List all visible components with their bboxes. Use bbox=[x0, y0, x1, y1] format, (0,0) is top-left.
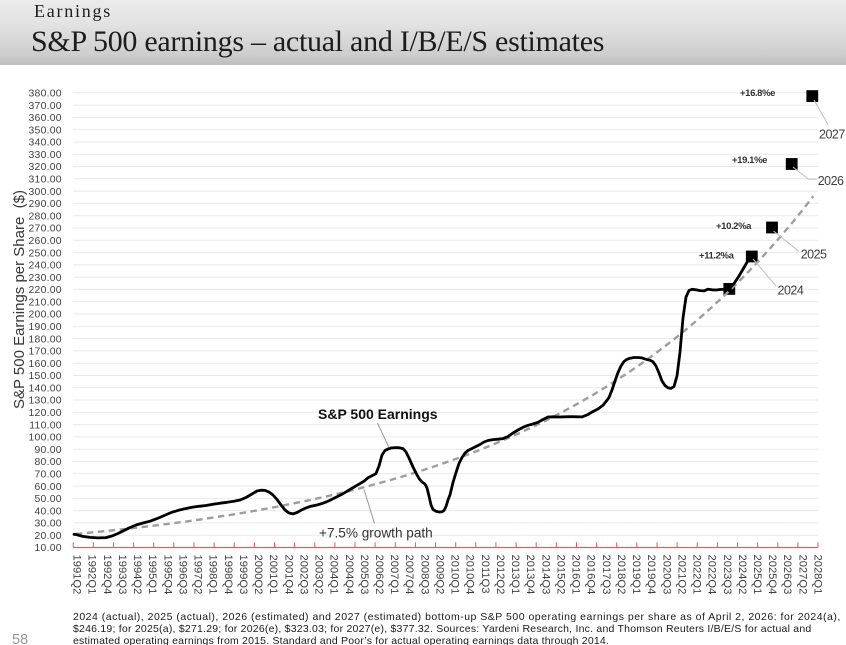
svg-text:1999Q3: 1999Q3 bbox=[237, 555, 249, 595]
svg-text:110.00: 110.00 bbox=[29, 420, 62, 431]
svg-text:50.00: 50.00 bbox=[35, 494, 62, 505]
svg-text:2015Q2: 2015Q2 bbox=[554, 555, 566, 595]
svg-text:330.00: 330.00 bbox=[29, 150, 62, 161]
svg-text:2019Q4: 2019Q4 bbox=[645, 555, 657, 595]
svg-text:300.00: 300.00 bbox=[29, 187, 62, 198]
svg-text:2011Q3: 2011Q3 bbox=[479, 555, 491, 594]
svg-text:200.00: 200.00 bbox=[29, 310, 62, 321]
svg-text:2012Q2: 2012Q2 bbox=[494, 555, 506, 595]
svg-text:2016Q4: 2016Q4 bbox=[585, 555, 597, 595]
svg-text:S&P 500 Earnings: S&P 500 Earnings bbox=[318, 406, 438, 422]
svg-text:2023Q3: 2023Q3 bbox=[721, 555, 733, 595]
svg-text:+11.2%a: +11.2%a bbox=[699, 251, 735, 262]
svg-text:370.00: 370.00 bbox=[29, 101, 62, 112]
svg-text:2026Q3: 2026Q3 bbox=[781, 555, 793, 595]
svg-text:1996Q3: 1996Q3 bbox=[176, 555, 188, 595]
svg-text:70.00: 70.00 bbox=[35, 470, 62, 481]
svg-text:2019Q1: 2019Q1 bbox=[630, 555, 642, 595]
svg-text:1994Q2: 1994Q2 bbox=[131, 555, 143, 595]
svg-text:2004Q1: 2004Q1 bbox=[328, 555, 340, 595]
svg-text:2002Q3: 2002Q3 bbox=[297, 555, 309, 595]
svg-text:30.00: 30.00 bbox=[35, 519, 62, 530]
svg-text:1995Q1: 1995Q1 bbox=[146, 555, 158, 595]
svg-text:310.00: 310.00 bbox=[29, 175, 62, 186]
svg-text:60.00: 60.00 bbox=[35, 482, 62, 493]
svg-text:190.00: 190.00 bbox=[29, 322, 62, 333]
svg-text:210.00: 210.00 bbox=[29, 297, 62, 308]
svg-text:S&P 500 Earnings per Share ($: S&P 500 Earnings per Share ($) bbox=[11, 190, 28, 409]
svg-text:1998Q1: 1998Q1 bbox=[207, 555, 219, 595]
svg-text:2020Q3: 2020Q3 bbox=[660, 555, 672, 595]
svg-text:2024: 2024 bbox=[778, 284, 804, 298]
svg-text:320.00: 320.00 bbox=[29, 162, 62, 173]
svg-text:130.00: 130.00 bbox=[29, 396, 62, 407]
svg-text:2008Q3: 2008Q3 bbox=[418, 555, 430, 595]
svg-text:1997Q2: 1997Q2 bbox=[192, 555, 204, 595]
svg-text:2028Q1: 2028Q1 bbox=[812, 555, 824, 595]
svg-text:2027: 2027 bbox=[819, 128, 845, 142]
svg-text:2003Q2: 2003Q2 bbox=[313, 555, 325, 595]
svg-text:2013Q4: 2013Q4 bbox=[524, 555, 536, 595]
svg-text:2014Q3: 2014Q3 bbox=[539, 555, 551, 595]
svg-text:20.00: 20.00 bbox=[35, 531, 62, 542]
svg-text:+19.1%e: +19.1%e bbox=[732, 155, 767, 166]
svg-text:120.00: 120.00 bbox=[29, 408, 62, 419]
svg-text:290.00: 290.00 bbox=[29, 199, 62, 210]
svg-text:+7.5% growth path: +7.5% growth path bbox=[319, 526, 433, 541]
svg-text:1991Q2: 1991Q2 bbox=[71, 555, 83, 595]
svg-text:2001Q1: 2001Q1 bbox=[267, 555, 279, 595]
svg-text:2006Q2: 2006Q2 bbox=[373, 555, 385, 595]
svg-text:2009Q2: 2009Q2 bbox=[434, 555, 446, 595]
svg-text:+16.8%e: +16.8%e bbox=[740, 88, 775, 99]
svg-text:2022Q4: 2022Q4 bbox=[706, 555, 718, 595]
svg-text:2010Q1: 2010Q1 bbox=[449, 555, 461, 595]
svg-text:2021Q2: 2021Q2 bbox=[675, 555, 687, 595]
svg-text:2024Q2: 2024Q2 bbox=[736, 555, 748, 595]
svg-text:40.00: 40.00 bbox=[35, 506, 62, 517]
svg-text:10.00: 10.00 bbox=[35, 543, 62, 554]
svg-text:220.00: 220.00 bbox=[29, 285, 62, 296]
svg-text:2022Q1: 2022Q1 bbox=[691, 555, 703, 595]
svg-text:270.00: 270.00 bbox=[29, 224, 62, 235]
svg-text:2007Q4: 2007Q4 bbox=[403, 555, 415, 595]
svg-text:170.00: 170.00 bbox=[29, 347, 62, 358]
svg-text:2001Q4: 2001Q4 bbox=[282, 555, 294, 595]
svg-text:1992Q4: 1992Q4 bbox=[101, 555, 113, 595]
svg-text:100.00: 100.00 bbox=[29, 433, 62, 444]
svg-text:2010Q4: 2010Q4 bbox=[464, 555, 476, 595]
svg-text:2005Q3: 2005Q3 bbox=[358, 555, 370, 595]
svg-text:250.00: 250.00 bbox=[29, 248, 62, 259]
svg-text:1995Q4: 1995Q4 bbox=[161, 555, 173, 595]
svg-text:280.00: 280.00 bbox=[29, 211, 62, 222]
svg-text:260.00: 260.00 bbox=[29, 236, 62, 247]
svg-text:+10.2%a: +10.2%a bbox=[716, 221, 752, 232]
svg-text:2000Q2: 2000Q2 bbox=[252, 555, 264, 595]
svg-text:160.00: 160.00 bbox=[29, 359, 62, 370]
svg-text:80.00: 80.00 bbox=[35, 457, 62, 468]
svg-text:2016Q1: 2016Q1 bbox=[570, 555, 582, 595]
svg-text:1992Q1: 1992Q1 bbox=[86, 555, 98, 595]
svg-text:2027Q2: 2027Q2 bbox=[796, 555, 808, 595]
svg-text:340.00: 340.00 bbox=[29, 138, 62, 149]
svg-text:2025Q1: 2025Q1 bbox=[751, 555, 763, 595]
svg-text:2025Q4: 2025Q4 bbox=[766, 555, 778, 595]
svg-text:1998Q4: 1998Q4 bbox=[222, 555, 234, 595]
svg-text:360.00: 360.00 bbox=[29, 113, 62, 124]
svg-text:2013Q1: 2013Q1 bbox=[509, 555, 521, 595]
svg-text:380.00: 380.00 bbox=[29, 89, 62, 100]
svg-text:90.00: 90.00 bbox=[35, 445, 62, 456]
svg-text:1993Q3: 1993Q3 bbox=[116, 555, 128, 595]
svg-text:350.00: 350.00 bbox=[29, 125, 62, 136]
svg-text:180.00: 180.00 bbox=[29, 334, 62, 345]
svg-text:2007Q1: 2007Q1 bbox=[388, 555, 400, 595]
svg-text:140.00: 140.00 bbox=[29, 383, 62, 394]
svg-text:150.00: 150.00 bbox=[29, 371, 62, 382]
svg-text:2017Q3: 2017Q3 bbox=[600, 555, 612, 595]
svg-text:230.00: 230.00 bbox=[29, 273, 62, 284]
svg-text:2004Q4: 2004Q4 bbox=[343, 555, 355, 595]
svg-text:2026: 2026 bbox=[818, 174, 844, 188]
svg-text:240.00: 240.00 bbox=[29, 261, 62, 272]
svg-text:2018Q2: 2018Q2 bbox=[615, 555, 627, 595]
svg-text:2025: 2025 bbox=[801, 247, 827, 261]
